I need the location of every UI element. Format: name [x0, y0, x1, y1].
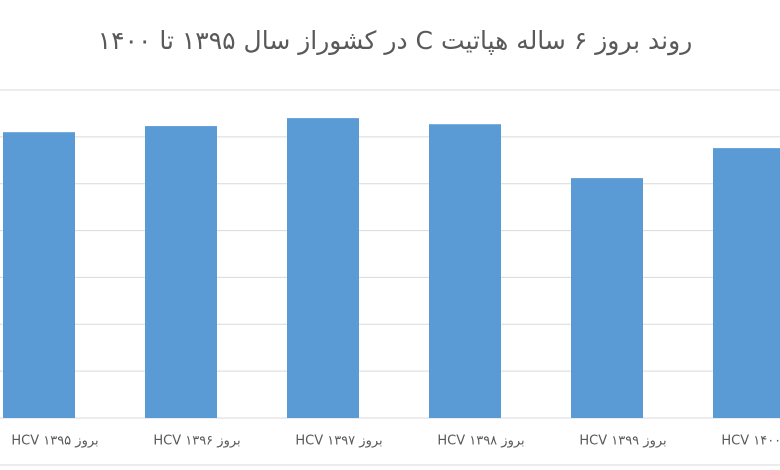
bar	[287, 118, 359, 418]
x-tick-label: بروز ۱۳۹۹ HCV	[579, 434, 666, 449]
bar	[3, 132, 75, 418]
bar	[429, 124, 501, 418]
x-tick-label: بروز ۱۳۹۸ HCV	[437, 434, 524, 449]
bar	[571, 178, 643, 418]
x-tick-label: بروز ۱۳۹۶ HCV	[153, 434, 240, 449]
x-tick-label: بروز ۱۳۹۷ HCV	[295, 434, 382, 449]
bar	[145, 126, 217, 418]
x-tick-label: بروز ۱۴۰۰ HCV	[721, 434, 780, 449]
x-tick-label: بروز ۱۳۹۵ HCV	[11, 434, 98, 449]
chart-title: روند بروز ۶ ساله هپاتیت C در کشوراز سال …	[98, 26, 693, 56]
bar	[713, 148, 780, 419]
